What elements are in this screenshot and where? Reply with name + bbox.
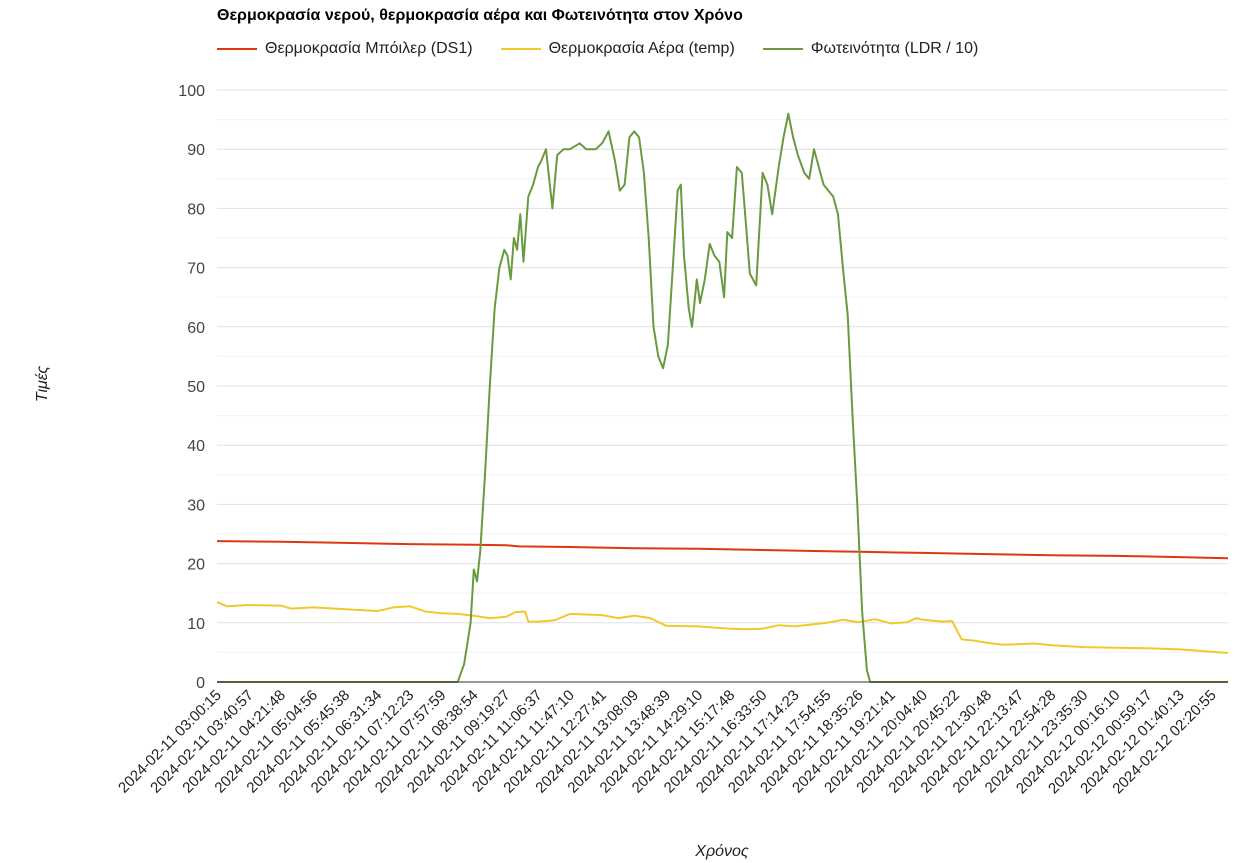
legend-swatch-air <box>500 48 541 50</box>
x-axis-label: Χρόνος <box>694 843 749 860</box>
legend-label-light: Φωτεινότητα (LDR / 10) <box>810 40 979 57</box>
legend-item-air[interactable]: Θερμοκρασία Αέρα (temp) <box>500 40 735 58</box>
y-tick-label: 50 <box>187 379 205 396</box>
y-tick-label: 100 <box>178 83 205 100</box>
legend-swatch-boiler <box>217 48 257 50</box>
y-tick-label: 0 <box>196 675 205 692</box>
legend-swatch-light <box>762 48 803 50</box>
legend-item-boiler[interactable]: Θερμοκρασία Μπόιλερ (DS1) <box>217 40 473 58</box>
y-tick-label: 20 <box>187 557 205 574</box>
series-line-0[interactable] <box>216 540 1229 560</box>
y-tick-label: 90 <box>187 142 205 159</box>
legend-label-air: Θερμοκρασία Αέρα (temp) <box>548 40 735 57</box>
y-axis-ticks: 0 10 20 30 40 50 60 70 80 90 100 <box>178 83 205 692</box>
y-axis-label: Τιμές <box>34 366 51 403</box>
series-line-2[interactable] <box>217 112 1228 683</box>
legend-item-light[interactable]: Φωτεινότητα (LDR / 10) <box>762 40 979 58</box>
y-tick-label: 60 <box>187 320 205 337</box>
series-line-1[interactable] <box>216 601 1229 654</box>
legend-label-boiler: Θερμοκρασία Μπόιλερ (DS1) <box>265 40 473 57</box>
y-tick-label: 80 <box>187 201 205 218</box>
y-tick-label: 10 <box>187 616 205 633</box>
y-tick-label: 30 <box>187 497 205 514</box>
legend: Θερμοκρασία Μπόιλερ (DS1) Θερμοκρασία Αέ… <box>217 40 1006 58</box>
y-tick-label: 70 <box>187 261 205 278</box>
chart-title: Θερμοκρασία νερού, θερμοκρασία αέρα και … <box>217 7 743 24</box>
y-tick-label: 40 <box>187 438 205 455</box>
series-lines <box>216 112 1229 683</box>
grid-lines <box>217 89 1228 653</box>
